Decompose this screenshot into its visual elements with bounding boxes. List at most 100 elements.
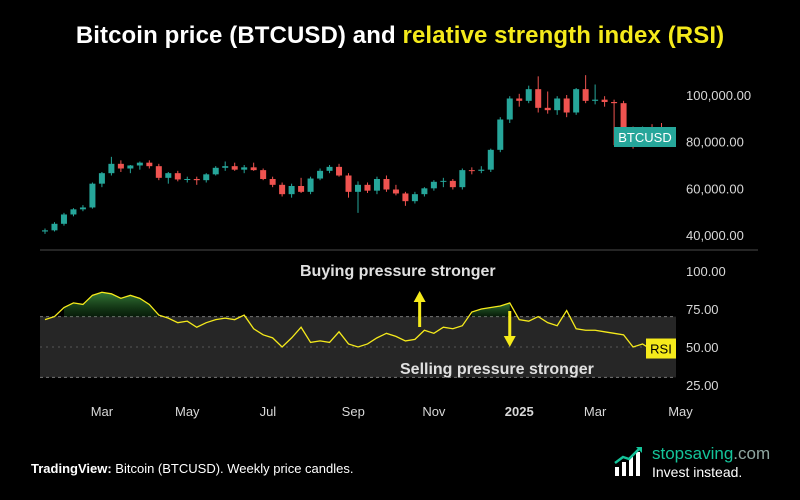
candle (212, 166, 219, 176)
candle (250, 162, 257, 171)
candle-body (298, 186, 305, 192)
candle (544, 91, 551, 114)
candle-body (392, 189, 399, 194)
candle (582, 75, 589, 104)
candle-body (70, 209, 77, 215)
candle (478, 166, 485, 174)
candle-body (146, 162, 153, 167)
title-part-1: Bitcoin price (BTCUSD) and (75, 22, 396, 49)
candle-body (364, 184, 371, 191)
brand-tagline: Invest instead. (652, 464, 743, 480)
candle (269, 176, 276, 188)
candle-body (155, 166, 162, 178)
candle-body (468, 170, 475, 172)
candle-body (42, 230, 48, 232)
candle-body (601, 99, 608, 102)
candle-body (355, 184, 361, 192)
candle-body (203, 174, 210, 181)
candle-body (563, 98, 570, 113)
candle-body (620, 103, 627, 132)
brand-name: stopsaving.com (652, 444, 770, 464)
candle-body (136, 162, 143, 166)
rsi-line-group (44, 291, 662, 351)
candle-body (260, 170, 267, 179)
candle (108, 156, 115, 176)
candle (601, 96, 608, 107)
candle-body (89, 183, 96, 208)
brand-logo[interactable]: stopsaving.com Invest instead. (614, 440, 800, 490)
candle-body (430, 181, 437, 189)
candle-body (241, 167, 248, 170)
caption-source: TradingView: (31, 461, 112, 476)
rsi-tick-label: 50.00 (686, 340, 719, 355)
candle (117, 160, 124, 172)
candle-body (165, 173, 172, 178)
candle (516, 93, 523, 107)
candle (307, 176, 314, 195)
x-tick-label: Sep (342, 404, 365, 419)
candle (203, 173, 210, 183)
btcusd-badge-label: BTCUSD (618, 130, 671, 145)
candle (373, 176, 380, 195)
candle (440, 177, 447, 188)
candle-body (250, 167, 257, 171)
candle-body (373, 179, 380, 191)
candle-body (449, 180, 456, 188)
candle (51, 222, 58, 232)
rsi-axis: 25.00 50.00 75.00 100.00 (686, 264, 726, 393)
candle (506, 96, 513, 123)
candle-body (497, 119, 504, 150)
candle-body (411, 194, 418, 202)
selling-pressure-label: Selling pressure stronger (400, 361, 594, 378)
candle-body (222, 166, 229, 168)
candle (326, 165, 333, 174)
candle (430, 180, 437, 191)
candle-body (336, 166, 343, 176)
x-tick-label: Mar (584, 404, 607, 419)
candle (241, 165, 248, 174)
candle (174, 170, 181, 182)
candle-body (98, 173, 105, 184)
candle-body (345, 175, 352, 192)
x-tick-label: 2025 (505, 404, 534, 419)
candle-body (108, 163, 115, 174)
x-tick-label: Jul (260, 404, 277, 419)
candle-body (184, 179, 191, 180)
x-tick-label: May (668, 404, 693, 419)
candle (60, 212, 67, 226)
candle-body (554, 98, 561, 111)
candle-body (611, 102, 618, 104)
candle (165, 172, 172, 184)
candle (127, 165, 134, 174)
candle-body (231, 166, 238, 170)
candle-body (326, 166, 333, 171)
candle-body (79, 207, 86, 210)
price-tick-label: 80,000.00 (686, 135, 744, 150)
candle (411, 191, 418, 204)
candle-body (307, 178, 314, 192)
candle-body (117, 163, 124, 169)
candle-body (269, 179, 276, 185)
candle-body (193, 179, 200, 181)
candles (42, 75, 665, 234)
candle (260, 168, 267, 181)
candle (98, 172, 105, 188)
candle (184, 176, 191, 183)
rsi-tick-label: 25.00 (686, 378, 719, 393)
x-tick-label: May (175, 404, 200, 419)
candle-body (317, 170, 324, 179)
candle-body (544, 107, 551, 111)
price-axis: 40,000.00 60,000.00 80,000.00 100,000.00 (686, 88, 751, 243)
candle (193, 176, 200, 185)
candle-body (516, 98, 523, 101)
price-tick-label: 100,000.00 (686, 88, 751, 103)
title-part-2: relative strength index (RSI) (402, 22, 725, 49)
candle (364, 182, 371, 193)
candle-body (487, 149, 494, 170)
rsi-badge (646, 338, 676, 359)
candle (487, 148, 494, 172)
candle-body (506, 98, 513, 120)
candle (279, 182, 286, 197)
candle (89, 182, 96, 209)
